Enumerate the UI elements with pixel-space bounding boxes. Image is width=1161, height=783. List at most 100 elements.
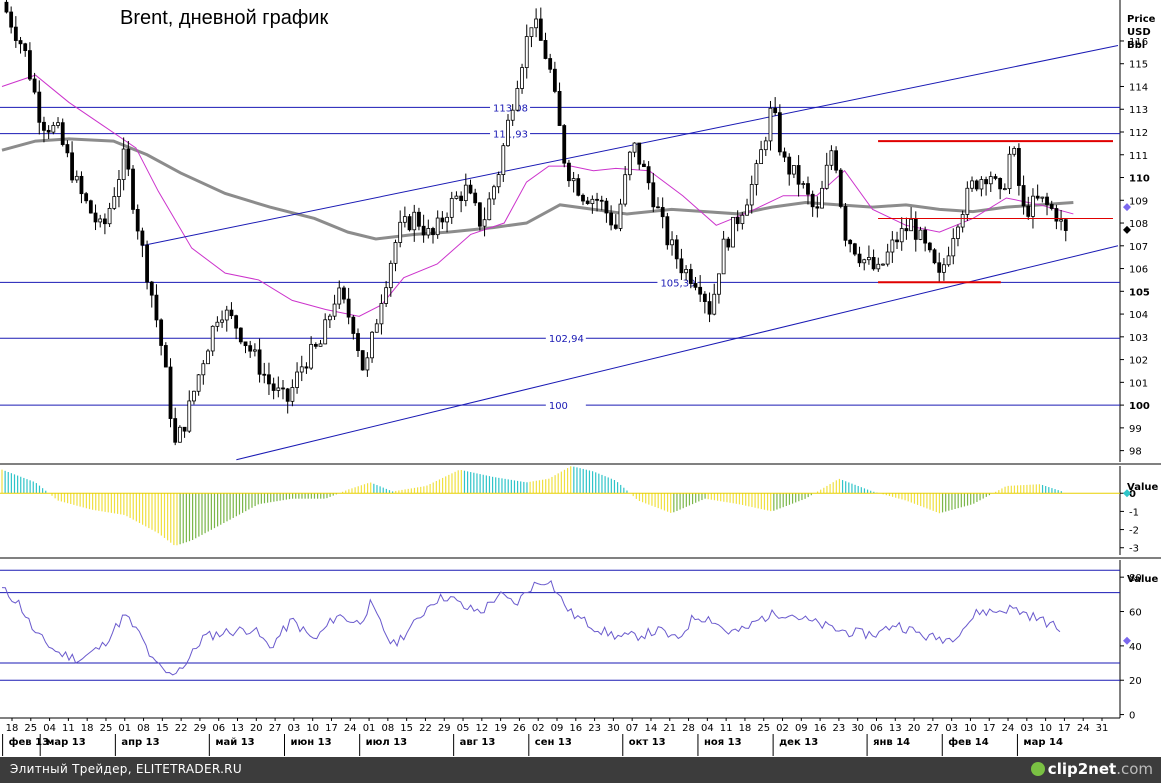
- candle-body: [623, 174, 628, 205]
- candle-body: [459, 195, 464, 202]
- candle-body: [402, 216, 407, 223]
- candle-body: [506, 119, 510, 147]
- candle-body: [951, 238, 956, 257]
- candle-body: [163, 345, 168, 368]
- x-day-label: 08: [137, 723, 150, 734]
- candle-body: [206, 350, 210, 365]
- candle-body: [154, 294, 159, 321]
- candle-body: [187, 400, 192, 432]
- x-day-label: 03: [945, 723, 958, 734]
- candle-body: [815, 206, 820, 209]
- x-day-label: 16: [569, 723, 582, 734]
- candle-body: [665, 216, 670, 246]
- candle-body: [787, 156, 792, 175]
- x-day-label: 12: [475, 723, 488, 734]
- candle-body: [707, 301, 712, 315]
- candle-body: [243, 341, 248, 347]
- candle-body: [651, 182, 656, 208]
- oscillator-axis-label: Value: [1127, 574, 1158, 585]
- candle-body: [257, 349, 262, 375]
- oscillator-value-marker: [1123, 636, 1131, 645]
- x-month-label: мар 13: [46, 737, 86, 748]
- x-day-label: 16: [814, 723, 827, 734]
- histogram-tick-label: -2: [1129, 526, 1139, 537]
- candle-body: [585, 200, 590, 204]
- candle-body: [346, 298, 351, 318]
- price-tick-label: 102: [1129, 356, 1148, 367]
- x-day-label: 10: [964, 723, 977, 734]
- candle-body: [637, 142, 642, 165]
- candle-body: [510, 109, 515, 121]
- candle-body: [23, 43, 28, 52]
- candle-body: [234, 315, 239, 329]
- x-day-label: 19: [494, 723, 507, 734]
- candle-body: [726, 238, 731, 248]
- candle-body: [342, 287, 346, 300]
- candle-body: [468, 184, 473, 194]
- candle-body: [1007, 153, 1012, 190]
- candle-body: [970, 180, 974, 189]
- candle-body: [646, 166, 651, 184]
- candle-body: [515, 88, 520, 111]
- x-day-label: 30: [851, 723, 864, 734]
- level-label-bg: [657, 275, 698, 289]
- x-day-label: 17: [1058, 723, 1071, 734]
- histogram-value-marker: [1123, 489, 1131, 498]
- candle-body: [759, 149, 764, 165]
- slow-moving-average-line: [1, 137, 1074, 241]
- price-tick-label: 106: [1129, 265, 1148, 276]
- x-day-label: 20: [250, 723, 263, 734]
- candle-body: [37, 91, 42, 123]
- candle-body: [56, 122, 60, 126]
- candle-body: [918, 229, 923, 240]
- x-day-label: 20: [908, 723, 921, 734]
- price-tick-label: 104: [1129, 310, 1148, 321]
- candle-body: [309, 343, 314, 369]
- candle-body: [210, 325, 215, 352]
- candle-body: [974, 180, 979, 190]
- x-day-label: 24: [344, 723, 357, 734]
- candle-body: [84, 193, 89, 202]
- candle-body: [131, 168, 135, 210]
- x-axis: 18 25 04 11 18 25 01 08 15 22 29 06 13 20 27 03 10 17 24 01…: [0, 717, 1120, 756]
- candle-body: [337, 287, 342, 305]
- oscillator-tick-label: 80: [1129, 573, 1142, 584]
- price-tick-label: 107: [1129, 242, 1148, 253]
- footer-bar: Элитный Трейдер, ELITETRADER.RU clip2net…: [0, 757, 1161, 783]
- candle-body: [782, 151, 787, 158]
- candle-body: [323, 319, 328, 345]
- candle-body: [356, 333, 360, 351]
- candle-body: [834, 150, 838, 171]
- candle-body: [567, 162, 571, 182]
- candle-body: [398, 221, 403, 243]
- x-day-label: 23: [833, 723, 846, 734]
- candle-body: [379, 303, 384, 325]
- candle-body: [501, 145, 506, 176]
- candle-body: [909, 218, 913, 232]
- candle-body: [801, 183, 806, 185]
- x-day-label: 26: [513, 723, 526, 734]
- candle-body: [520, 67, 524, 89]
- candle-body: [679, 258, 684, 274]
- x-day-label: 24: [1002, 723, 1015, 734]
- x-day-label: 05: [457, 723, 470, 734]
- candle-body: [1045, 196, 1049, 205]
- candle-body: [796, 165, 801, 185]
- price-tick-label: 113: [1129, 105, 1148, 116]
- candle-body: [721, 238, 726, 275]
- x-day-label: 07: [626, 723, 639, 734]
- candle-body: [674, 239, 679, 260]
- candle-body: [220, 319, 224, 323]
- candle-body: [590, 198, 595, 204]
- candle-body: [271, 383, 276, 391]
- x-month-label: авг 13: [460, 737, 496, 748]
- x-day-label: 29: [194, 723, 207, 734]
- x-day-label: 06: [870, 723, 883, 734]
- candle-body: [370, 331, 374, 359]
- candle-body: [777, 112, 782, 153]
- price-axis-label: Bbl: [1127, 40, 1145, 51]
- candle-body: [871, 257, 876, 270]
- candle-body: [754, 163, 759, 185]
- oscillator-tick-label: 20: [1129, 676, 1142, 687]
- candle-body: [698, 286, 703, 295]
